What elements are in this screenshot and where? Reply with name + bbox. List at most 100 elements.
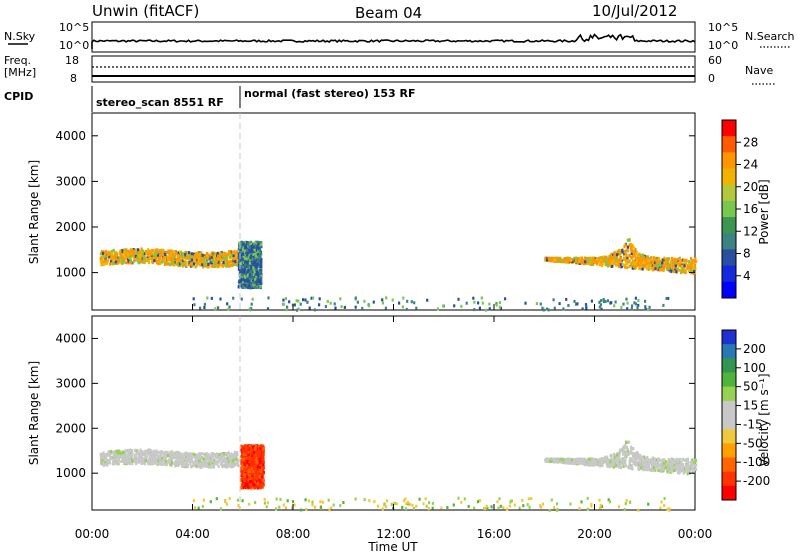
power-colorbar-tick-label: 24 xyxy=(743,158,758,172)
power-pixel xyxy=(116,252,119,256)
velocity-pixel xyxy=(242,448,245,452)
power-pixel xyxy=(253,248,256,252)
power-pixel xyxy=(436,307,439,311)
velocity-pixel xyxy=(148,448,152,452)
velocity-pixel xyxy=(116,460,119,463)
power-pixel xyxy=(644,255,647,259)
velocity-pixel xyxy=(140,454,143,458)
velocity-pixel xyxy=(149,462,152,466)
power-pixel xyxy=(645,259,648,263)
velocity-pixel xyxy=(116,452,120,456)
velocity-pixel xyxy=(129,451,132,455)
velocity-pixel xyxy=(240,478,243,482)
power-pixel xyxy=(406,299,409,303)
power-pixel xyxy=(628,243,631,247)
power-pixel xyxy=(385,296,388,300)
velocity-pixel xyxy=(129,449,132,453)
power-pixel xyxy=(655,264,658,268)
power-pixel xyxy=(250,245,254,249)
power-pixel xyxy=(595,257,598,261)
power-pixel xyxy=(241,280,244,284)
velocity-pixel xyxy=(151,453,154,457)
power-pixel xyxy=(605,258,608,262)
velocity-pixel xyxy=(143,450,146,454)
power-pixel xyxy=(203,306,206,309)
velocity-pixel xyxy=(116,454,119,458)
velocity-pixel xyxy=(113,457,116,461)
power-pixel xyxy=(192,262,195,266)
power-pixel xyxy=(477,301,480,305)
power-pixel xyxy=(150,255,153,259)
power-pixel xyxy=(201,253,204,257)
power-pixel xyxy=(636,261,639,265)
velocity-pixel xyxy=(206,456,209,460)
velocity-pixel xyxy=(243,473,246,476)
velocity-pixel xyxy=(217,457,220,461)
power-pixel xyxy=(177,258,180,262)
power-pixel xyxy=(247,276,250,280)
power-pixel xyxy=(198,257,201,261)
power-pixel xyxy=(558,302,561,306)
power-pixel xyxy=(163,260,166,264)
power-pixel xyxy=(203,264,206,268)
nave-label: Nave xyxy=(745,64,773,77)
power-pixel xyxy=(297,307,300,311)
power-pixel xyxy=(216,254,220,258)
power-pixel xyxy=(207,253,210,257)
power-pixel xyxy=(633,253,636,257)
power-pixel xyxy=(209,261,212,265)
power-pixel xyxy=(241,286,244,289)
power-pixel xyxy=(551,256,554,260)
power-pixel xyxy=(210,256,213,260)
velocity-pixel xyxy=(122,451,125,454)
power-pixel xyxy=(671,261,674,265)
power-pixel xyxy=(639,267,643,271)
power-pixel xyxy=(232,257,235,261)
power-pixel xyxy=(112,261,115,265)
power-pixel xyxy=(484,308,487,312)
power-pixel xyxy=(591,257,594,261)
power-pixel xyxy=(144,250,147,253)
power-pixel xyxy=(588,256,591,260)
velocity-pixel xyxy=(216,454,219,458)
power-pixel xyxy=(166,262,169,266)
power-pixel xyxy=(103,259,106,263)
power-pixel xyxy=(658,263,661,267)
velocity-pixel xyxy=(251,475,254,478)
velocity-pixel xyxy=(202,452,205,456)
velocity-pixel xyxy=(256,456,259,459)
power-pixel xyxy=(214,252,217,256)
velocity-pixel xyxy=(219,462,222,466)
power-pixel xyxy=(252,253,255,257)
power-pixel xyxy=(585,306,588,310)
power-pixel xyxy=(654,267,657,271)
power-pixel xyxy=(201,265,205,269)
power-pixel xyxy=(132,248,135,251)
power-pixel xyxy=(573,299,576,303)
power-pixel xyxy=(147,259,150,263)
velocity-pixel xyxy=(140,458,144,461)
power-pixel xyxy=(683,268,686,272)
power-pixel xyxy=(684,271,687,275)
velocity-pixel xyxy=(247,474,251,478)
power-pixel xyxy=(635,257,638,261)
power-pixel xyxy=(229,260,232,264)
power-pixel xyxy=(177,251,181,255)
power-pixel xyxy=(242,270,245,274)
velocity-pixel xyxy=(136,451,139,455)
velocity-pixel xyxy=(192,464,195,467)
power-pixel xyxy=(191,256,194,260)
power-pixel xyxy=(584,260,587,264)
velocity-pixel xyxy=(259,446,262,450)
velocity-pixel xyxy=(248,444,251,448)
power-pixel xyxy=(628,253,631,257)
power-pixel xyxy=(216,263,219,267)
power-pixel xyxy=(652,264,655,267)
power-pixel xyxy=(453,304,456,308)
power-pixel xyxy=(203,260,206,264)
power-pixel xyxy=(245,248,249,252)
velocity-pixel xyxy=(220,458,223,462)
power-pixel xyxy=(206,296,209,300)
power-pixel xyxy=(655,267,658,271)
